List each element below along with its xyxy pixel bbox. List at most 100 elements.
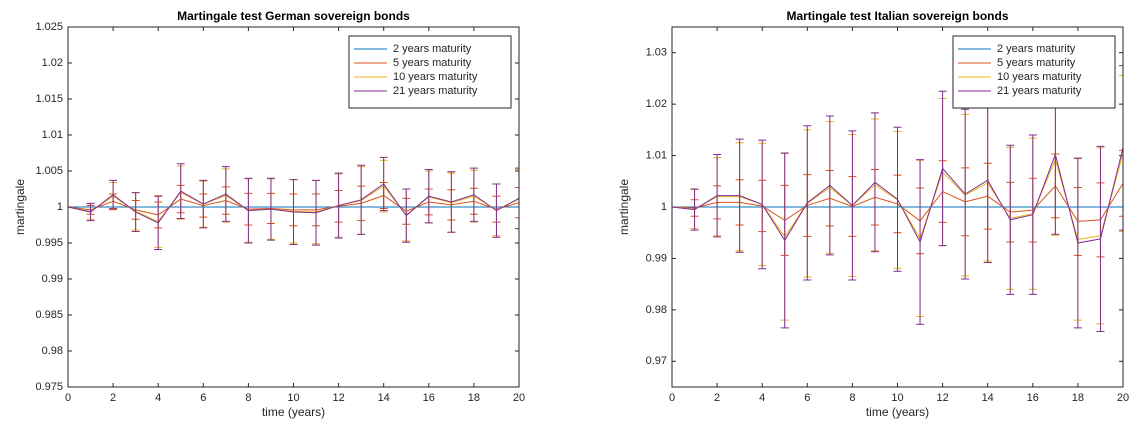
y-tick-label: 0.98 (42, 345, 63, 357)
y-tick-label: 1.005 (35, 165, 63, 177)
x-tick-label: 20 (513, 392, 525, 404)
error-bar (244, 177, 253, 244)
error-bar (1119, 74, 1123, 233)
legend-label: 21 years maturity (393, 85, 478, 97)
chart-title: Martingale test Italian sovereign bonds (786, 9, 1008, 23)
error-bar (1073, 157, 1082, 329)
axes: 0.975 0.98 0.985 0.99 0.995 1 1.005 1.01 1.015 1.… (13, 9, 525, 419)
error-bar (86, 202, 95, 222)
y-tick-label: 1.02 (646, 98, 667, 110)
plot-content (672, 65, 1123, 332)
y-tick-label: 1.02 (42, 57, 63, 69)
legend-label: 5 years maturity (997, 57, 1076, 69)
error-bar (825, 115, 834, 256)
error-bar (735, 138, 744, 253)
error-bar (447, 171, 456, 233)
x-tick-label: 16 (423, 392, 435, 404)
y-tick-label: 0.975 (35, 381, 63, 393)
x-tick-label: 12 (936, 392, 948, 404)
y-axis-label: martingale (13, 179, 27, 235)
x-tick-label: 4 (155, 392, 161, 404)
x-tick-label: 8 (245, 392, 251, 404)
error-bar (402, 188, 411, 243)
error-bar (893, 126, 902, 272)
y-tick-label: 1 (661, 201, 667, 213)
y-tick-label: 0.995 (35, 237, 63, 249)
x-tick-label: 2 (110, 392, 116, 404)
axes: 0.97 0.98 0.99 1 1.01 1.02 1.03 0 2 4 6 8 10 12 14 16 18… (617, 9, 1129, 419)
y-tick-label: 0.97 (646, 355, 667, 367)
error-bar (334, 172, 343, 239)
error-bar (870, 112, 879, 253)
axes-frame (671, 26, 1124, 388)
y-tick-label: 1.03 (646, 47, 667, 59)
legend-label: 2 years maturity (393, 43, 472, 55)
x-tick-label: 18 (468, 392, 480, 404)
error-bar (289, 179, 298, 245)
y-tick-label: 0.99 (42, 273, 63, 285)
error-bar (515, 167, 519, 230)
axes-frame (67, 26, 520, 388)
error-bar (176, 163, 185, 220)
x-tick-label: 8 (849, 392, 855, 404)
error-bar (780, 152, 789, 329)
error-bar (690, 188, 699, 231)
error-bar (961, 108, 970, 280)
x-axis-label: time (years) (262, 405, 325, 419)
error-bar (916, 159, 925, 325)
error-bar (154, 195, 163, 250)
x-tick-label: 0 (65, 392, 71, 404)
y-tick-label: 0.99 (646, 252, 667, 264)
x-tick-label: 0 (669, 392, 675, 404)
error-bar (424, 169, 433, 224)
y-tick-label: 1.01 (646, 149, 667, 161)
error-bar (938, 90, 947, 247)
error-bar (357, 164, 366, 235)
error-bar (199, 179, 208, 229)
legend-box (348, 35, 512, 109)
error-bar (803, 125, 812, 281)
x-tick-label: 16 (1027, 392, 1039, 404)
error-bar (109, 179, 118, 210)
y-tick-label: 1.01 (42, 129, 63, 141)
legend: 2 years maturity 5 years maturity 10 years… (348, 35, 512, 109)
legend-label: 10 years maturity (393, 71, 478, 83)
x-axis-label: time (years) (866, 405, 929, 419)
error-bar (131, 192, 140, 232)
error-bar (221, 166, 230, 222)
error-bar (1119, 149, 1123, 217)
x-tick-label: 10 (891, 392, 903, 404)
x-tick-label: 20 (1117, 392, 1129, 404)
legend: 2 years maturity 5 years maturity 10 years… (952, 35, 1116, 109)
x-tick-label: 14 (378, 392, 390, 404)
error-bar (469, 167, 478, 222)
error-bar (266, 177, 275, 241)
error-bar (848, 130, 857, 281)
error-bar (379, 156, 388, 212)
error-bar (1096, 145, 1105, 332)
error-bar (713, 154, 722, 238)
legend-label: 10 years maturity (997, 71, 1082, 83)
error-bar (1006, 144, 1015, 295)
error-bar (1119, 65, 1123, 231)
x-tick-label: 14 (982, 392, 994, 404)
y-tick-label: 0.985 (35, 309, 63, 321)
y-axis-label: martingale (617, 179, 631, 235)
error-bar (492, 183, 501, 238)
x-tick-label: 6 (200, 392, 206, 404)
y-tick-label: 0.98 (646, 304, 667, 316)
error-bar (758, 139, 767, 270)
legend-box (952, 35, 1116, 109)
legend-label: 21 years maturity (997, 85, 1082, 97)
error-bar (1028, 134, 1037, 295)
x-tick-label: 4 (759, 392, 765, 404)
chart-title: Martingale test German sovereign bonds (177, 9, 410, 23)
y-tick-label: 1.015 (35, 93, 63, 105)
legend-label: 5 years maturity (393, 57, 472, 69)
y-tick-label: 1.025 (35, 21, 63, 33)
x-tick-label: 6 (804, 392, 810, 404)
legend-label: 2 years maturity (997, 43, 1076, 55)
error-bar (515, 187, 519, 219)
y-tick-label: 1 (57, 201, 63, 213)
